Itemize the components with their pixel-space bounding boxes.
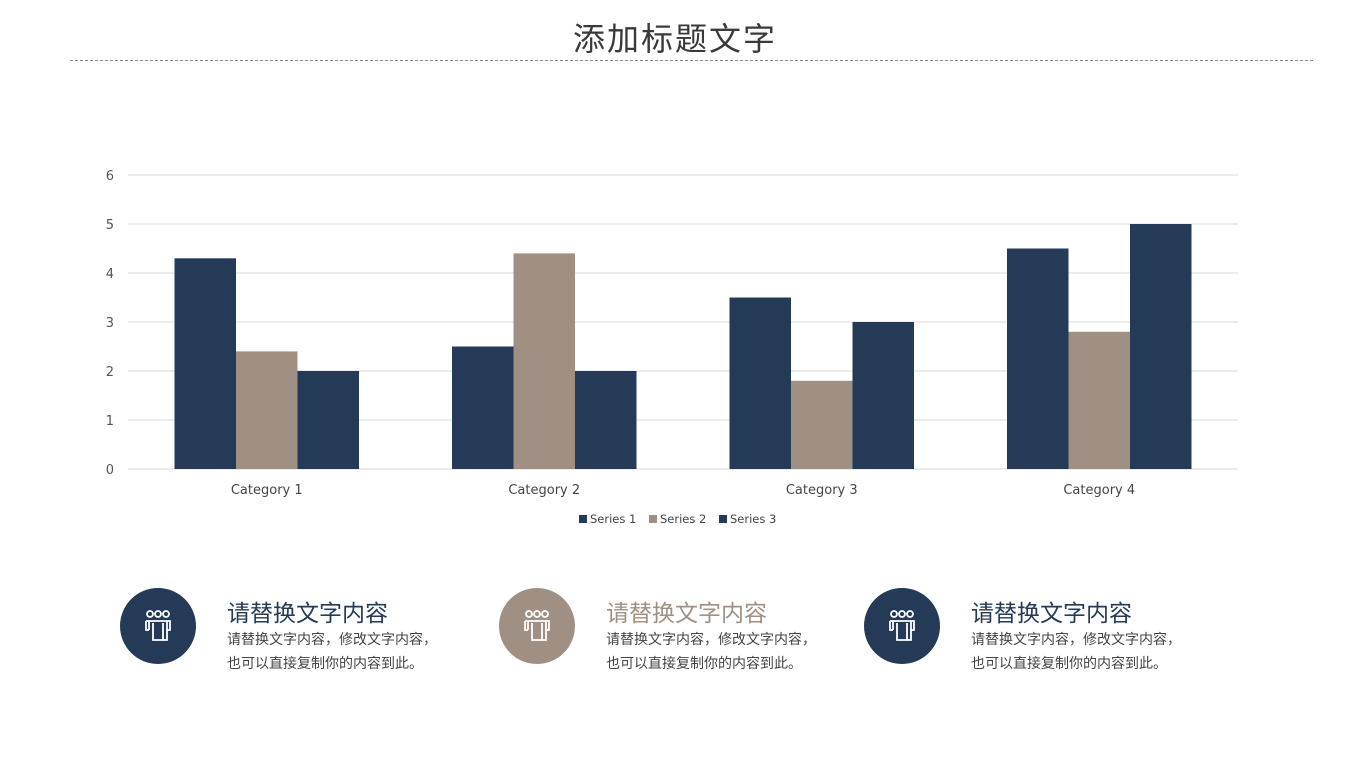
x-tick-label: Category 4 [1063, 483, 1135, 498]
y-tick-label: 6 [106, 169, 114, 184]
bar-series-1-3 [729, 297, 791, 469]
info-card-2: 请替换文字内容 请替换文字内容，修改文字内容， 也可以直接复制你的内容到此。 [499, 588, 879, 672]
legend-label: Series 2 [660, 512, 706, 526]
x-tick-label: Category 3 [786, 483, 858, 498]
y-tick-label: 4 [106, 267, 114, 282]
people-icon [499, 588, 575, 664]
people-icon [864, 588, 940, 664]
legend-label: Series 1 [590, 512, 636, 526]
bar-series-2-1 [236, 351, 298, 469]
legend-swatch [579, 515, 587, 523]
bar-series-1-2 [452, 346, 514, 469]
card-text-line: 请替换文字内容，修改文字内容， [606, 632, 816, 648]
y-tick-label: 2 [106, 365, 114, 380]
page-title: 添加标题文字 [572, 20, 777, 58]
title-divider [70, 60, 1313, 61]
info-card-1: 请替换文字内容 请替换文字内容，修改文字内容， 也可以直接复制你的内容到此。 [120, 588, 500, 672]
bar-chart: 0 1 2 3 4 5 6 Category 1 Category 2 Category 3 Cat… [106, 169, 1238, 526]
legend-swatch [649, 515, 657, 523]
y-tick-label: 5 [106, 218, 114, 233]
bar-series-1-1 [174, 258, 236, 469]
card-text-line: 也可以直接复制你的内容到此。 [971, 656, 1167, 672]
card-text-line: 请替换文字内容，修改文字内容， [227, 632, 437, 648]
legend-label: Series 3 [730, 512, 776, 526]
people-icon [120, 588, 196, 664]
card-title: 请替换文字内容 [606, 601, 767, 627]
bar-series-3-3 [852, 322, 914, 469]
card-title: 请替换文字内容 [227, 601, 388, 627]
card-text-line: 也可以直接复制你的内容到此。 [606, 656, 802, 672]
y-tick-label: 3 [106, 316, 114, 331]
card-title: 请替换文字内容 [971, 601, 1132, 627]
info-card-3: 请替换文字内容 请替换文字内容，修改文字内容， 也可以直接复制你的内容到此。 [864, 588, 1244, 672]
card-text-line: 也可以直接复制你的内容到此。 [227, 656, 423, 672]
y-tick-label: 0 [106, 463, 114, 478]
bar-series-2-3 [791, 380, 853, 469]
card-text-line: 请替换文字内容，修改文字内容， [971, 632, 1181, 648]
x-tick-label: Category 1 [231, 483, 303, 498]
bar-series-1-4 [1007, 248, 1069, 469]
bar-series-2-2 [513, 253, 575, 469]
x-tick-label: Category 2 [508, 483, 580, 498]
bar-series-2-4 [1068, 331, 1130, 469]
bar-series-3-1 [297, 371, 359, 469]
legend-swatch [719, 515, 727, 523]
bar-series-3-2 [575, 371, 637, 469]
bar-series-3-4 [1130, 224, 1192, 469]
y-tick-label: 1 [106, 414, 114, 429]
